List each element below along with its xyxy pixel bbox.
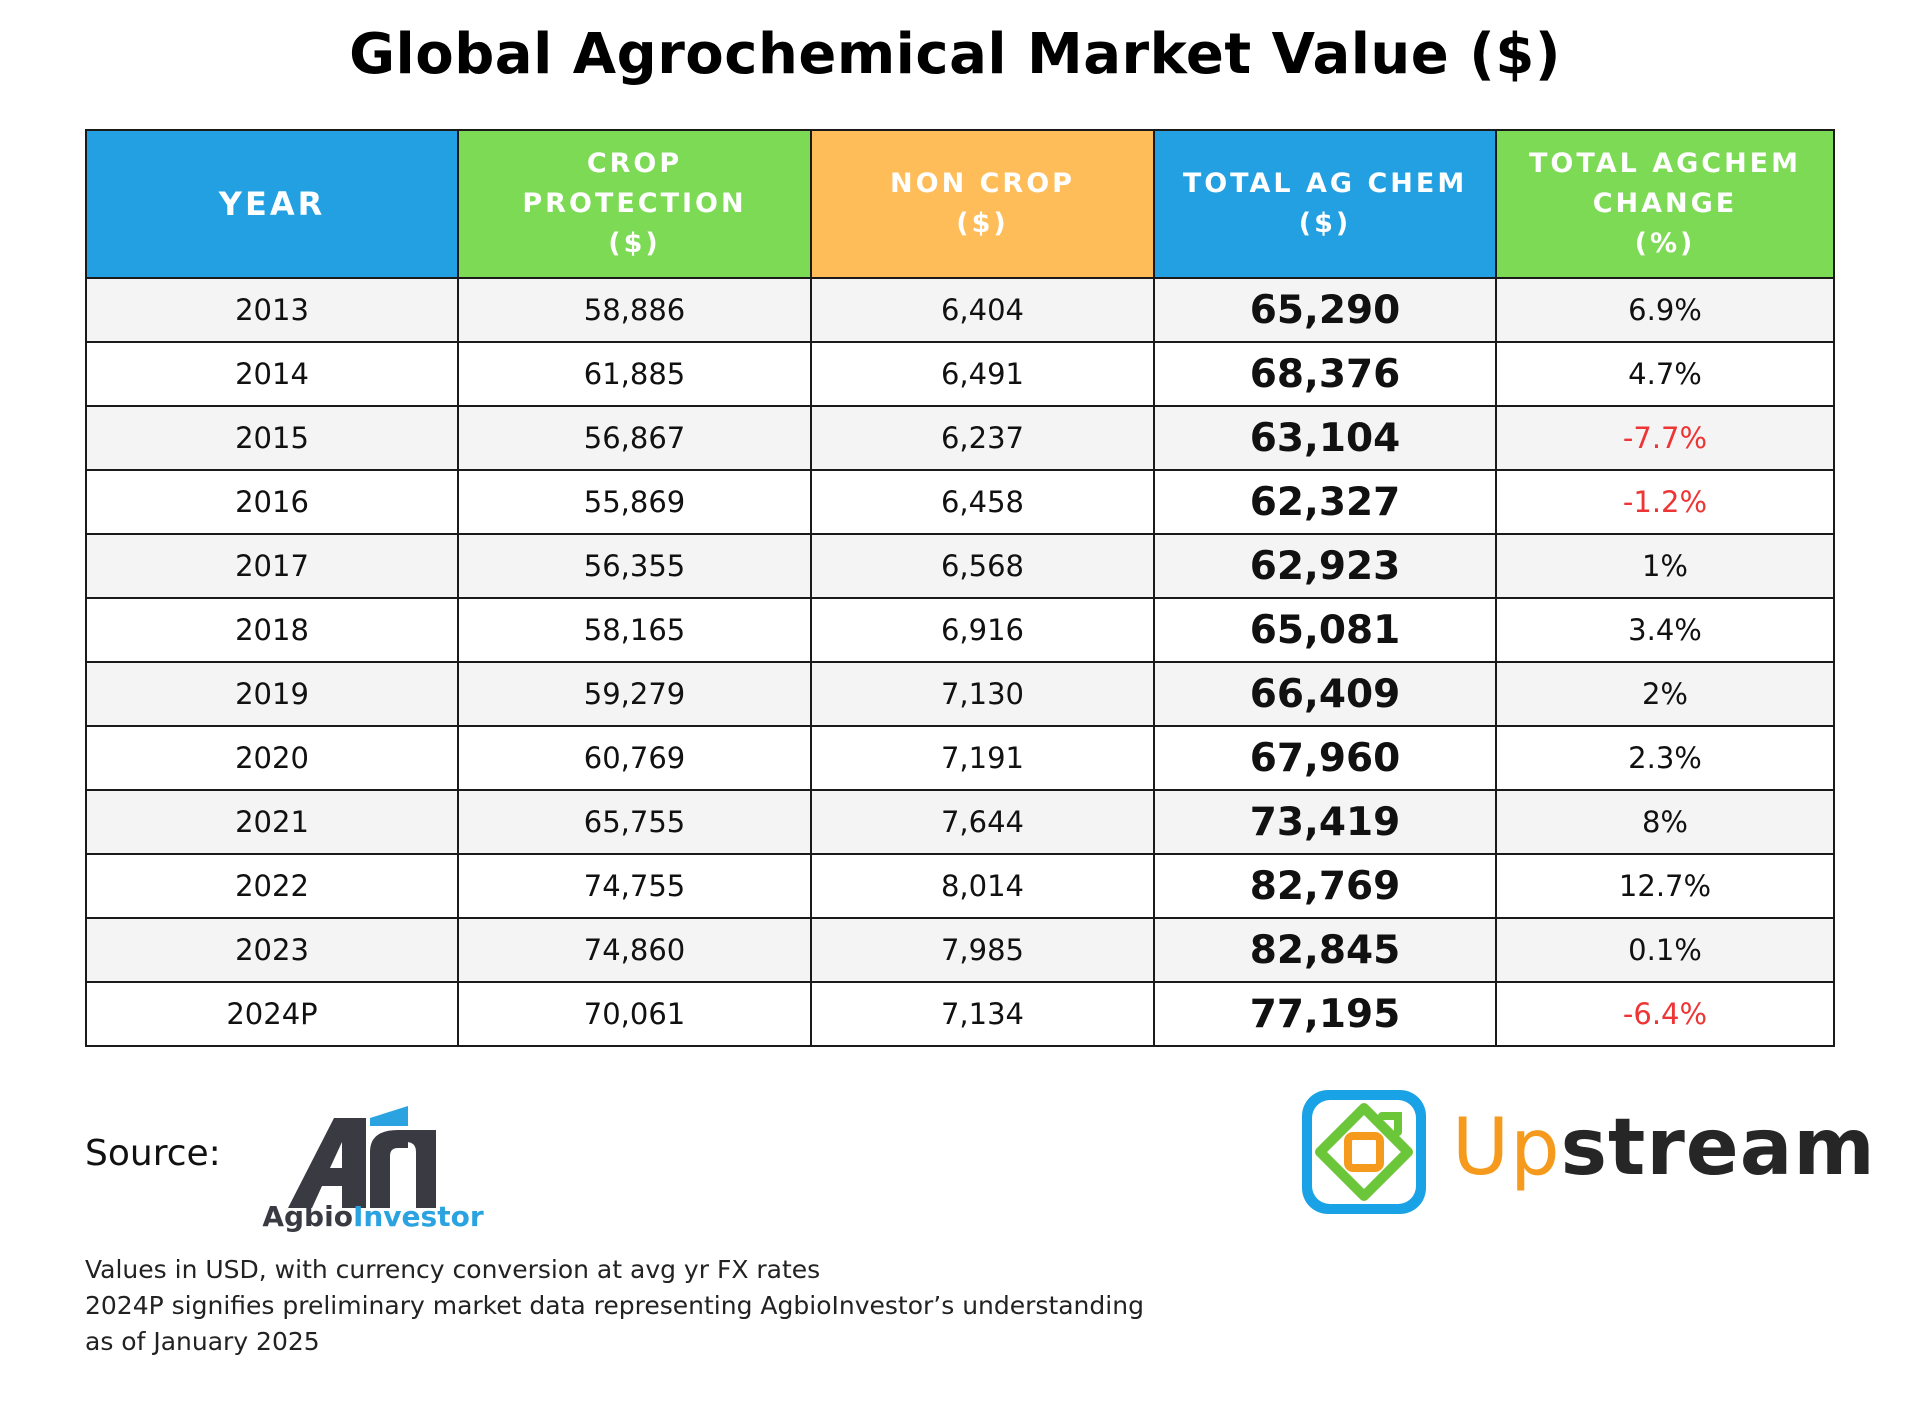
year-cell: 2021 bbox=[85, 789, 459, 855]
total-ag-chem-cell: 62,923 bbox=[1153, 533, 1497, 599]
total-ag-chem-cell: 65,081 bbox=[1153, 597, 1497, 663]
crop-protection-cell: 60,769 bbox=[457, 725, 812, 791]
non-crop-cell: 6,568 bbox=[810, 533, 1155, 599]
table-row: 2024P 70,061 7,134 77,195 -6.4% bbox=[85, 981, 1835, 1047]
table-row: 2014 61,885 6,491 68,376 4.7% bbox=[85, 341, 1835, 407]
year-cell: 2014 bbox=[85, 341, 459, 407]
crop-protection-cell: 65,755 bbox=[457, 789, 812, 855]
year-cell: 2023 bbox=[85, 917, 459, 983]
year-cell: 2022 bbox=[85, 853, 459, 919]
year-cell: 2015 bbox=[85, 405, 459, 471]
crop-protection-cell: 55,869 bbox=[457, 469, 812, 535]
table-row: 2023 74,860 7,985 82,845 0.1% bbox=[85, 917, 1835, 983]
total-ag-chem-cell: 67,960 bbox=[1153, 725, 1497, 791]
crop-protection-cell: 61,885 bbox=[457, 341, 812, 407]
crop-protection-cell: 70,061 bbox=[457, 981, 812, 1047]
table-row: 2022 74,755 8,014 82,769 12.7% bbox=[85, 853, 1835, 919]
table-row: 2021 65,755 7,644 73,419 8% bbox=[85, 789, 1835, 855]
year-cell: 2016 bbox=[85, 469, 459, 535]
year-cell: 2017 bbox=[85, 533, 459, 599]
non-crop-cell: 6,916 bbox=[810, 597, 1155, 663]
footnote-line: Values in USD, with currency conversion … bbox=[85, 1255, 821, 1284]
non-crop-cell: 7,134 bbox=[810, 981, 1155, 1047]
footnote-line: 2024P signifies preliminary market data … bbox=[85, 1291, 1144, 1320]
year-cell: 2013 bbox=[85, 277, 459, 343]
crop-protection-cell: 74,860 bbox=[457, 917, 812, 983]
crop-protection-cell: 58,165 bbox=[457, 597, 812, 663]
non-crop-cell: 7,130 bbox=[810, 661, 1155, 727]
upstream-logo: Upstream bbox=[1290, 1080, 1875, 1220]
total-ag-chem-cell: 65,290 bbox=[1153, 277, 1497, 343]
crop-protection-cell: 58,886 bbox=[457, 277, 812, 343]
total-ag-chem-cell: 66,409 bbox=[1153, 661, 1497, 727]
header-non-crop: NON CROP ($) bbox=[810, 129, 1155, 279]
table-row: 2016 55,869 6,458 62,327 -1.2% bbox=[85, 469, 1835, 535]
change-cell: 2.3% bbox=[1495, 725, 1835, 791]
non-crop-cell: 6,491 bbox=[810, 341, 1155, 407]
total-ag-chem-cell: 77,195 bbox=[1153, 981, 1497, 1047]
change-cell: 1% bbox=[1495, 533, 1835, 599]
crop-protection-cell: 56,355 bbox=[457, 533, 812, 599]
source-label: Source: bbox=[85, 1133, 221, 1174]
total-ag-chem-cell: 82,845 bbox=[1153, 917, 1497, 983]
change-cell: -1.2% bbox=[1495, 469, 1835, 535]
total-ag-chem-cell: 82,769 bbox=[1153, 853, 1497, 919]
table-row: 2020 60,769 7,191 67,960 2.3% bbox=[85, 725, 1835, 791]
crop-protection-cell: 74,755 bbox=[457, 853, 812, 919]
table-row: 2015 56,867 6,237 63,104 -7.7% bbox=[85, 405, 1835, 471]
crop-protection-cell: 56,867 bbox=[457, 405, 812, 471]
year-cell: 2024P bbox=[85, 981, 459, 1047]
change-cell: 2% bbox=[1495, 661, 1835, 727]
change-cell: -7.7% bbox=[1495, 405, 1835, 471]
total-ag-chem-cell: 63,104 bbox=[1153, 405, 1497, 471]
table-row: 2018 58,165 6,916 65,081 3.4% bbox=[85, 597, 1835, 663]
header-year: YEAR bbox=[85, 129, 459, 279]
change-cell: 8% bbox=[1495, 789, 1835, 855]
non-crop-cell: 7,985 bbox=[810, 917, 1155, 983]
non-crop-cell: 7,644 bbox=[810, 789, 1155, 855]
header-total-change: TOTAL AGCHEM CHANGE (%) bbox=[1495, 129, 1835, 279]
table-row: 2019 59,279 7,130 66,409 2% bbox=[85, 661, 1835, 727]
year-cell: 2018 bbox=[85, 597, 459, 663]
total-ag-chem-cell: 73,419 bbox=[1153, 789, 1497, 855]
page-title: Global Agrochemical Market Value ($) bbox=[349, 22, 1561, 87]
footnotes: Values in USD, with currency conversion … bbox=[85, 1252, 1285, 1360]
non-crop-cell: 6,237 bbox=[810, 405, 1155, 471]
year-cell: 2020 bbox=[85, 725, 459, 791]
change-cell: 3.4% bbox=[1495, 597, 1835, 663]
header-crop-protection: CROP PROTECTION ($) bbox=[457, 129, 812, 279]
upstream-icon bbox=[1302, 1090, 1426, 1214]
change-cell: -6.4% bbox=[1495, 981, 1835, 1047]
year-cell: 2019 bbox=[85, 661, 459, 727]
footnote-line: as of January 2025 bbox=[85, 1327, 320, 1356]
non-crop-cell: 7,191 bbox=[810, 725, 1155, 791]
change-cell: 6.9% bbox=[1495, 277, 1835, 343]
header-total-ag-chem: TOTAL AG CHEM ($) bbox=[1153, 129, 1497, 279]
table-row: 2017 56,355 6,568 62,923 1% bbox=[85, 533, 1835, 599]
table-row: 2013 58,886 6,404 65,290 6.9% bbox=[85, 277, 1835, 343]
agbio-investor-wordmark: AgbioInvestor bbox=[262, 1200, 484, 1233]
table-header-row: YEAR CROP PROTECTION ($) NON CROP ($) TOTA… bbox=[85, 129, 1835, 279]
change-cell: 12.7% bbox=[1495, 853, 1835, 919]
total-ag-chem-cell: 68,376 bbox=[1153, 341, 1497, 407]
agbio-investor-logo-mark bbox=[288, 1106, 436, 1208]
total-ag-chem-cell: 62,327 bbox=[1153, 469, 1497, 535]
crop-protection-cell: 59,279 bbox=[457, 661, 812, 727]
change-cell: 4.7% bbox=[1495, 341, 1835, 407]
change-cell: 0.1% bbox=[1495, 917, 1835, 983]
upstream-wordmark: Upstream bbox=[1452, 1103, 1876, 1193]
non-crop-cell: 6,458 bbox=[810, 469, 1155, 535]
non-crop-cell: 6,404 bbox=[810, 277, 1155, 343]
market-value-table: YEAR CROP PROTECTION ($) NON CROP ($) TOTA… bbox=[85, 129, 1835, 1047]
non-crop-cell: 8,014 bbox=[810, 853, 1155, 919]
